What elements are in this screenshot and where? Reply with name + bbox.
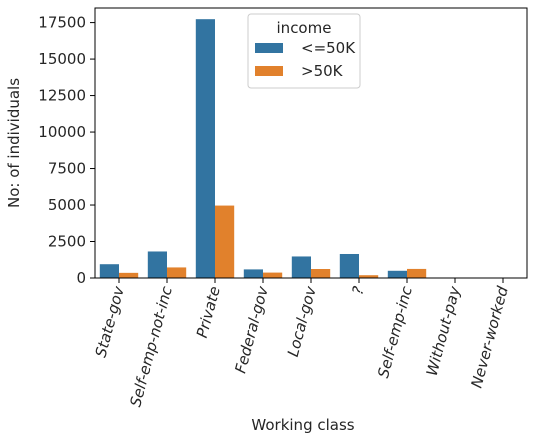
plot-frame	[94, 7, 528, 279]
bar-self-emp-not-inc-le50k	[147, 251, 167, 278]
y-axis-label: No: of individuals	[5, 78, 23, 208]
legend: income <=50K >50K	[247, 13, 361, 89]
x-tick-label-without-pay: Without-pay	[423, 283, 464, 378]
x-tick-label-state-gov: State-gov	[92, 283, 128, 359]
y-tick-label: 5000	[48, 196, 86, 214]
bar-state-gov-gt50k	[119, 272, 139, 278]
legend-label-gt50k: >50K	[301, 62, 344, 80]
x-tick-label-unknown: ?	[348, 284, 367, 296]
bar-state-gov-le50k	[99, 264, 119, 278]
bar-self-emp-not-inc-gt50k	[167, 267, 187, 278]
x-tick-label-self-emp-inc: Self-emp-inc	[374, 284, 416, 380]
x-tick-label-private: Private	[193, 284, 224, 339]
x-tick-label-federal-gov: Federal-gov	[231, 283, 272, 375]
bar-local-gov-le50k	[291, 256, 311, 278]
y-tick-label: 2500	[48, 233, 86, 251]
legend-label-le50k: <=50K	[301, 39, 356, 57]
y-tick-label: 10000	[38, 123, 86, 141]
bars-group	[99, 19, 503, 278]
legend-swatch-le50k	[255, 43, 283, 53]
y-tick-label: 0	[76, 269, 86, 287]
y-tick-label: 17500	[38, 14, 86, 32]
y-tick-label: 7500	[48, 160, 86, 178]
bar-federal-gov-le50k	[243, 269, 263, 278]
y-tick-label: 15000	[38, 50, 86, 68]
bar-unknown-gt50k	[359, 275, 379, 278]
bar-unknown-le50k	[339, 253, 359, 278]
bar-federal-gov-gt50k	[263, 272, 283, 278]
x-axis-label: Working class	[251, 416, 354, 434]
x-tick-label-never-worked: Never-worked	[467, 284, 512, 390]
bar-self-emp-inc-le50k	[387, 270, 407, 278]
bar-self-emp-inc-gt50k	[407, 268, 427, 278]
x-tick-label-local-gov: Local-gov	[284, 283, 320, 358]
legend-swatch-gt50k	[255, 66, 283, 76]
legend-title: income	[277, 19, 332, 37]
y-axis-ticks: 0 2500 5000 7500 10000 12500 15000 17500	[38, 14, 95, 287]
bar-private-gt50k	[215, 205, 235, 278]
x-tick-label-self-emp-not-inc: Self-emp-not-inc	[126, 284, 176, 409]
y-tick-label: 12500	[38, 87, 86, 105]
bar-private-le50k	[195, 19, 215, 278]
bar-local-gov-gt50k	[311, 269, 331, 278]
